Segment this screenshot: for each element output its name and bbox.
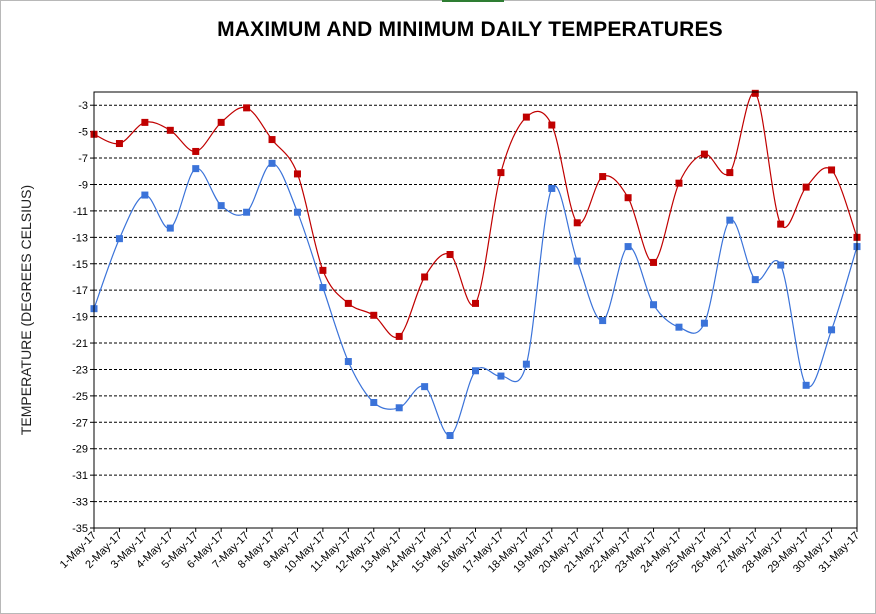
min-series-marker: [548, 184, 556, 192]
max-series-line: [93, 92, 858, 339]
max-series-marker: [497, 169, 505, 177]
min-series-marker: [751, 276, 759, 284]
max-series-marker: [268, 136, 276, 144]
max-series-marker: [726, 169, 734, 177]
min-series-marker: [395, 404, 403, 412]
x-tick-labels: 1-May-172-May-173-May-174-May-175-May-17…: [58, 528, 862, 575]
y-tick-label: -13: [72, 232, 88, 244]
y-tick-label: -7: [78, 153, 88, 165]
min-series-marker: [497, 372, 505, 380]
top-accent-bar: [442, 0, 504, 2]
min-series-marker: [624, 243, 632, 251]
y-tick-label: -31: [72, 470, 88, 482]
min-series-marker: [370, 398, 378, 406]
min-series-marker: [166, 224, 174, 232]
y-tick-label: -15: [72, 259, 88, 271]
y-tick-label: -33: [72, 497, 88, 509]
max-series-marker: [472, 299, 479, 307]
min-series-marker: [192, 165, 200, 173]
min-series-marker: [293, 208, 301, 216]
min-series-marker: [243, 208, 251, 216]
y-tick-label: -35: [72, 523, 88, 535]
min-series-marker: [472, 367, 479, 375]
max-series-marker: [115, 140, 123, 148]
max-series-marker: [700, 150, 708, 158]
min-series-marker: [268, 159, 276, 167]
y-tick-label: -3: [78, 100, 88, 112]
min-series-marker: [700, 319, 708, 327]
min-series-marker: [141, 191, 149, 199]
min-series-marker: [675, 323, 683, 331]
chart-title: MAXIMUM AND MINIMUM DAILY TEMPERATURES: [217, 18, 723, 41]
max-series-marker: [599, 173, 607, 181]
y-tick-label: -9: [78, 179, 88, 191]
max-series-marker: [828, 166, 836, 174]
max-series-marker: [751, 89, 759, 97]
y-tick-label: -19: [72, 312, 88, 324]
max-series-marker: [166, 126, 174, 134]
max-series-marker: [319, 266, 327, 274]
max-series-marker: [421, 273, 429, 281]
max-series-marker: [344, 299, 352, 307]
max-series-marker: [650, 258, 658, 266]
min-series-marker: [802, 381, 810, 389]
y-tick-label: -5: [78, 127, 88, 139]
max-series-marker: [141, 118, 149, 126]
gridlines: [90, 104, 857, 529]
y-tick-label: -29: [72, 444, 88, 456]
y-tick-label: -17: [72, 285, 88, 297]
y-tick-label: -27: [72, 417, 88, 429]
max-series-marker: [777, 220, 785, 228]
min-series-marker: [522, 360, 530, 368]
y-tick-label: -23: [72, 364, 88, 376]
y-tick-labels: -3 -5 -7 -9 -11 -13 -15 -17 -19 -21 -23 -25 -27 -29 -3…: [72, 100, 88, 535]
max-series-marker: [293, 170, 301, 178]
min-series-marker: [344, 358, 352, 366]
min-series-marker: [421, 383, 429, 391]
series-markers: [90, 89, 861, 440]
max-series-marker: [624, 194, 632, 202]
min-series-marker: [446, 432, 454, 440]
max-series-marker: [802, 183, 810, 191]
max-series-marker: [217, 118, 225, 126]
max-series-marker: [370, 311, 378, 319]
max-series-marker: [548, 121, 556, 129]
y-tick-label: -25: [72, 391, 88, 403]
max-series-marker: [446, 251, 454, 259]
max-series-marker: [395, 332, 403, 340]
min-series-marker: [115, 235, 123, 243]
min-series-marker: [573, 257, 581, 265]
min-series-marker: [217, 202, 225, 210]
min-series-marker: [650, 301, 658, 309]
min-series-marker: [777, 261, 785, 269]
max-series-marker: [522, 113, 530, 121]
min-series-marker: [319, 284, 327, 292]
min-series-marker: [599, 317, 607, 325]
max-series-marker: [243, 104, 251, 112]
max-series-marker: [192, 147, 200, 155]
min-series-marker: [726, 216, 734, 224]
y-tick-label: -11: [73, 206, 88, 218]
min-series-line: [93, 162, 858, 437]
min-series-marker: [828, 326, 836, 334]
y-tick-label: -21: [72, 338, 88, 350]
plot-area-border: [93, 91, 858, 529]
max-series-marker: [675, 179, 683, 187]
max-series-marker: [573, 219, 581, 227]
